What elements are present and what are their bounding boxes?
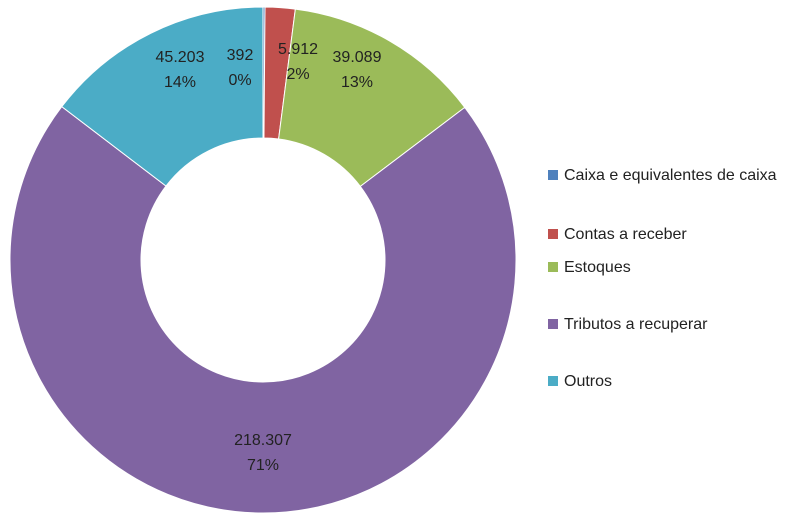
chart: 392 0% 5.912 2% 39.089 13% 218.307 71% 45.203 14% [9, 6, 517, 513]
percent-label: 14% [164, 74, 196, 91]
donut-slice [9, 105, 517, 513]
legend-item: Outros [548, 368, 806, 395]
legend-swatch [548, 262, 558, 272]
value-label: 45.203 [156, 49, 205, 66]
legend-item: Tributos a recuperar [548, 311, 806, 338]
percent-label: 0% [228, 72, 251, 89]
legend-label: Tributos a recuperar [564, 316, 708, 333]
value-label: 392 [227, 47, 254, 64]
legend-swatch [548, 376, 558, 386]
value-label: 5.912 [278, 41, 318, 58]
legend-swatch [548, 170, 558, 180]
legend-label: Outros [564, 373, 613, 390]
legend-item: Estoques [548, 254, 806, 281]
percent-label: 2% [286, 66, 309, 83]
donut-slice [61, 6, 264, 187]
value-label: 39.089 [333, 49, 382, 66]
legend-label: Caixa e equivalentes de caixa [564, 167, 777, 184]
percent-label: 71% [247, 457, 279, 474]
value-label: 218.307 [234, 432, 292, 449]
legend-item: Contas a receber [548, 221, 806, 248]
legend-label: Contas a receber [564, 226, 687, 243]
legend-item: Caixa e equivalentes de caixa [548, 162, 806, 189]
legend-label: Estoques [564, 259, 631, 276]
legend-swatch [548, 319, 558, 329]
percent-label: 13% [341, 74, 373, 91]
legend-swatch [548, 229, 558, 239]
